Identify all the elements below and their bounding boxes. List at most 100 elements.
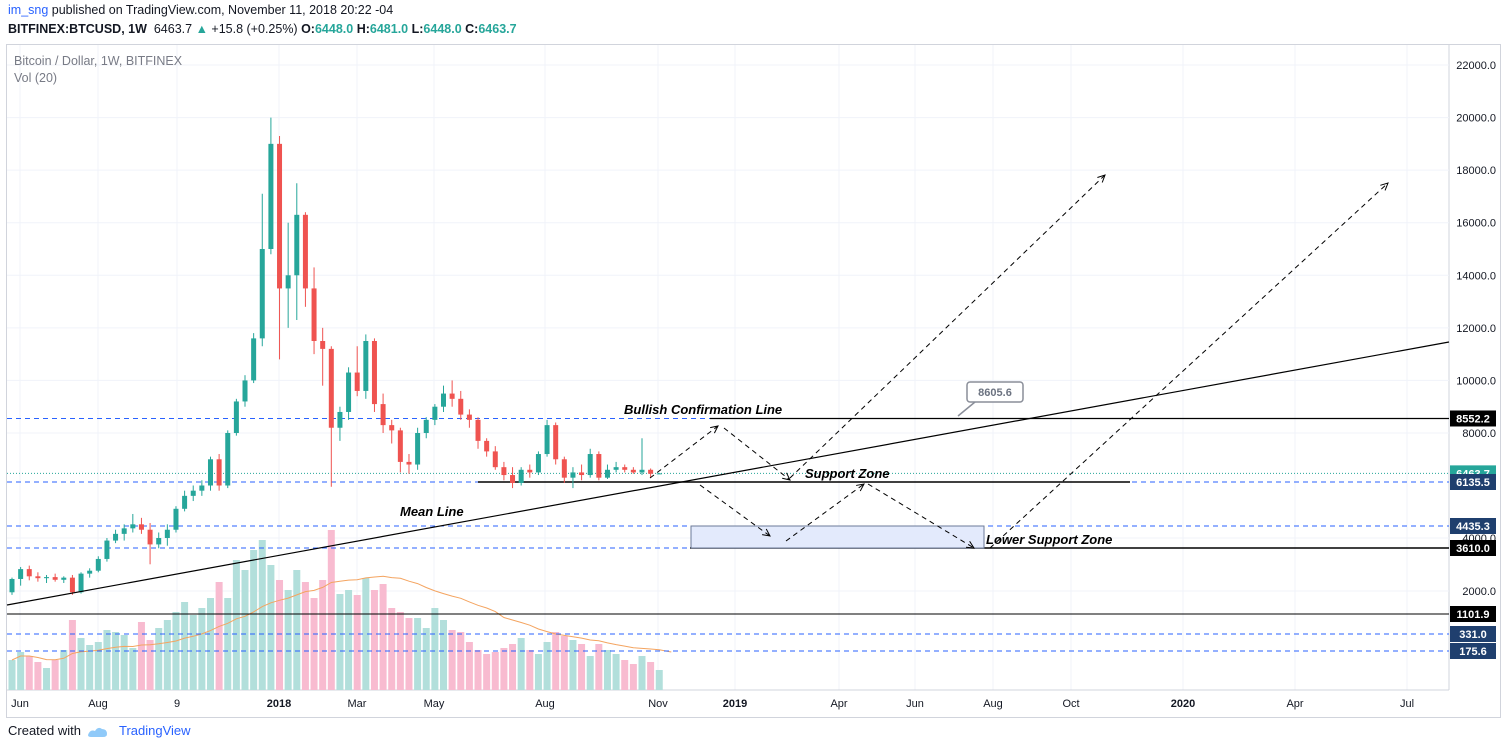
volume-bar [457, 632, 465, 690]
arrowhead-icon [710, 425, 719, 434]
candle-body [26, 569, 32, 577]
candle-body [35, 576, 41, 579]
arrowhead-icon [782, 472, 791, 481]
chart-grid [7, 45, 1450, 691]
symbol-label: BITFINEX:BTCUSD, 1W [8, 22, 147, 36]
candle-body [285, 275, 291, 289]
candle-body [466, 414, 472, 420]
candle-body [475, 419, 481, 441]
volume-bar [17, 652, 25, 690]
x-tick-label: Oct [1062, 698, 1079, 710]
candle-body [268, 143, 274, 249]
candle-body [656, 473, 662, 475]
candle-body [604, 469, 610, 478]
volume-bar [543, 642, 551, 690]
close-value: 6463.7 [478, 22, 517, 36]
arrowhead-icon [1380, 182, 1389, 191]
candle-body [328, 348, 334, 428]
annotation-mean-line: Mean Line [400, 504, 464, 519]
candle-body [302, 214, 308, 289]
volume-bar [603, 650, 611, 690]
candle-body [44, 577, 50, 579]
candle-body [432, 406, 438, 420]
volume-bar [638, 656, 646, 690]
arrowhead-icon [965, 541, 975, 549]
candle-body [199, 485, 205, 491]
candle-body [311, 288, 317, 341]
candle-body [173, 508, 179, 530]
y-tick-label: 12000.0 [1456, 323, 1496, 335]
volume-bar [267, 565, 275, 690]
volume-bar [60, 650, 68, 690]
candle-body [510, 475, 516, 483]
chart-frame[interactable] [6, 44, 1501, 718]
candle-body [130, 524, 136, 529]
volume-bar [396, 612, 404, 690]
candle-body [389, 425, 395, 431]
candle-body [535, 454, 541, 473]
candle-body [458, 398, 464, 415]
close-label: C: [465, 22, 479, 36]
volume-bar [112, 632, 120, 690]
volume-bar [43, 668, 51, 690]
callout-value: 8605.6 [978, 387, 1012, 399]
candle-body [415, 433, 421, 465]
candle-body [613, 467, 619, 470]
publish-info: im_sng published on TradingView.com, Nov… [8, 3, 393, 17]
candle-body [570, 472, 576, 478]
volume-bar [612, 654, 620, 690]
candle-body [449, 393, 455, 399]
candle-body [501, 467, 507, 476]
projection-arrow-line [699, 484, 771, 537]
y-tick-label: 16000.0 [1456, 218, 1496, 230]
volume-bar [94, 642, 102, 690]
volume-bar [301, 582, 309, 690]
volume-bar [483, 654, 491, 690]
lower-support-zone-box [690, 525, 985, 549]
volume-bar [206, 598, 214, 690]
candle-body [553, 425, 559, 460]
x-tick-label: Jun [11, 698, 29, 710]
candle-body [251, 338, 257, 381]
candle-body [182, 495, 188, 509]
candle-body [242, 380, 248, 402]
tradingview-brand-link[interactable]: TradingView [118, 723, 191, 738]
annotation-bullish-confirmation: Bullish Confirmation Line [624, 402, 782, 417]
author-link[interactable]: im_sng [8, 3, 49, 17]
x-tick-label: Jul [1400, 698, 1414, 710]
candle-body [259, 249, 265, 339]
volume-bar [319, 580, 327, 690]
candle-body [441, 393, 446, 407]
volume-bar [163, 620, 171, 690]
candle-body [346, 372, 352, 412]
volume-bars [8, 530, 663, 690]
price-tag-label: 3610.0 [1456, 543, 1490, 555]
volume-bar [440, 620, 447, 690]
y-tick-label: 8000.0 [1462, 428, 1496, 440]
published-text: published on TradingView.com, November 1… [51, 3, 394, 17]
x-tick-label: Mar [348, 698, 367, 710]
projection-arrow-line [867, 483, 975, 549]
candle-body [380, 404, 386, 426]
volume-bar [241, 570, 249, 690]
y-tick-label: 20000.0 [1456, 113, 1496, 125]
candle-body [78, 573, 84, 593]
volume-bar [465, 642, 473, 690]
candle-body [579, 472, 585, 476]
candle-body [156, 538, 162, 545]
volume-bar [345, 590, 353, 690]
candle-body [207, 459, 213, 486]
price-tag [1450, 540, 1496, 556]
volume-bar [215, 582, 223, 690]
candle-body [587, 454, 593, 476]
candle-body [190, 490, 196, 496]
volume-bar [25, 656, 33, 690]
x-tick-label: 2020 [1171, 698, 1195, 710]
volume-bar [86, 645, 94, 690]
volume-bar [293, 570, 301, 690]
candle-body [138, 524, 144, 530]
volume-bar [379, 584, 387, 690]
candle-body [363, 341, 369, 391]
candle-body [294, 214, 300, 276]
